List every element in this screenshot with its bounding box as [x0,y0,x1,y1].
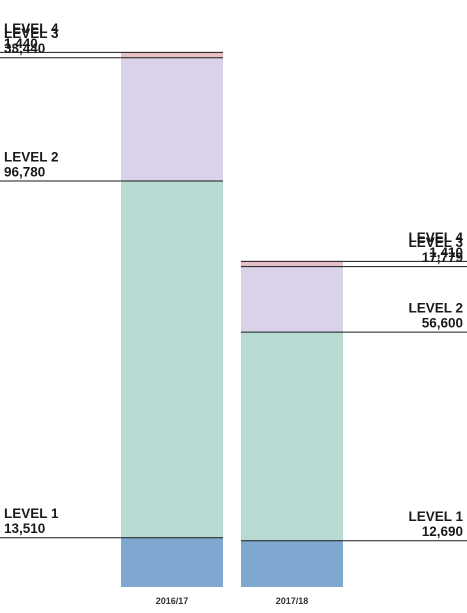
series-name-label-level-1-2016-17: LEVEL 1 [4,506,59,521]
bar-segment-level-4-2017-18 [241,260,343,267]
bar-segment-level-3-2016-17 [121,57,223,181]
bar-segment-level-2-2017-18 [241,331,343,541]
value-label-level-3-2017-18: 17,779 [422,250,463,265]
bar-segment-level-4-2016-17 [121,51,223,58]
value-label-level-1-2016-17: 13,510 [4,521,45,536]
series-name-label-level-3-2016-17: LEVEL 3 [4,26,59,41]
bar-segment-level-2-2016-17 [121,180,223,538]
series-name-label-level-2-2016-17: LEVEL 2 [4,149,59,164]
bars-layer [121,51,343,587]
series-name-label-level-1-2017-18: LEVEL 1 [408,509,463,524]
series-name-label-level-4-2016-17: LEVEL 4 [4,21,59,36]
label-lines-layer [0,51,467,542]
value-label-level-4-2016-17: 1,440 [4,36,38,51]
bar-segment-level-1-2017-18 [241,540,343,587]
series-name-label-level-2-2017-18: LEVEL 2 [408,301,463,316]
x-tick-label-2017-18: 2017/18 [276,596,309,606]
value-label-level-3-2016-17: 33,440 [4,41,45,56]
x-tick-label-2016-17: 2016/17 [156,596,189,606]
bar-segment-level-3-2017-18 [241,266,343,332]
series-name-label-level-4-2017-18: LEVEL 4 [408,230,463,245]
value-label-level-4-2017-18: 1,410 [429,245,463,260]
x-tick-labels: 2016/17 2017/18 [156,596,309,606]
value-label-level-1-2017-18: 12,690 [422,524,463,539]
value-label-level-2-2016-17: 96,780 [4,164,45,179]
value-label-level-2-2017-18: 56,600 [422,316,463,331]
series-name-label-level-3-2017-18: LEVEL 3 [408,235,463,250]
bar-segment-level-1-2016-17 [121,537,223,587]
